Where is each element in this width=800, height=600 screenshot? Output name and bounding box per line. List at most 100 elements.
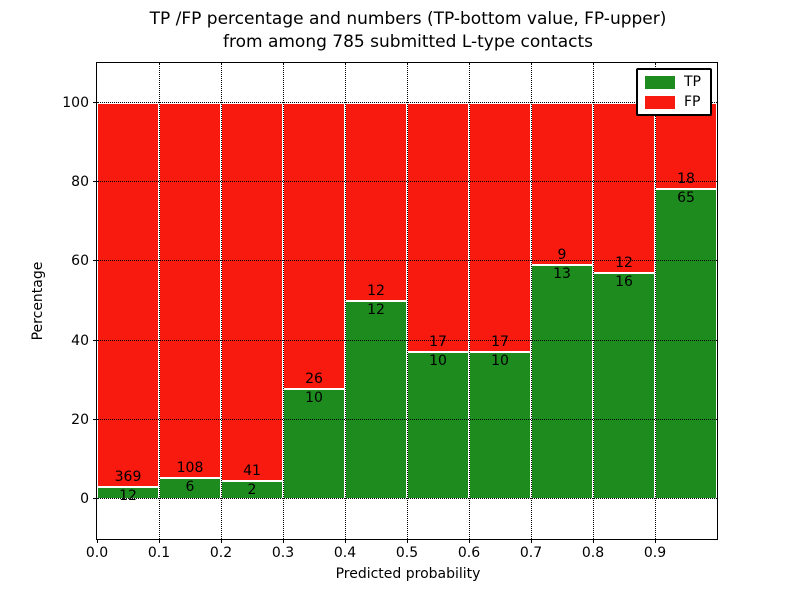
y-axis-label: Percentage [30,261,46,341]
tp-count-label: 6 [185,479,195,496]
legend-item-fp: FP [645,95,701,109]
tp-bar-segment [345,301,407,500]
y-tick-80 [93,181,97,182]
bar-bin-0.6: 17 10 [469,63,531,539]
fp-bar-segment [221,102,283,481]
tp-bar-segment [593,272,655,500]
legend-label-tp: TP [684,74,701,90]
x-tick-label-0.0: 0.0 [85,545,109,561]
tp-count-label: 13 [553,265,571,282]
fp-bar-segment [283,102,345,390]
tp-count-label: 10 [429,353,447,370]
x-tick-0.8 [593,539,594,543]
chart-title-line2: from among 785 submitted L-type contacts [222,31,593,52]
fp-bar-segment [407,102,469,353]
x-tick-label-0.2: 0.2 [209,545,233,561]
tp-count-label: 12 [119,487,137,504]
plot-area: TP FP 369 12 108 6 41 2 26 10 12 12 17 10 17 10 9 13 12 1… [62,62,718,560]
fp-bar-segment [159,102,221,479]
x-tick-0.1 [159,539,160,543]
y-tick-label-40: 40 [71,332,89,349]
x-tick-label-0.3: 0.3 [271,545,295,561]
fp-count-label: 17 [429,334,447,351]
x-tick-label-0.9: 0.9 [643,545,667,561]
bar-bin-0.4: 12 12 [345,63,407,539]
fp-count-label: 9 [557,246,567,263]
bar-bin-0.0: 369 12 [97,63,159,539]
fp-count-label: 12 [367,283,385,299]
tp-bar-segment [407,352,469,500]
fp-bar-segment [469,102,531,353]
x-gridline-0.7 [531,63,532,539]
legend: TP FP [636,68,712,116]
tp-count-label: 16 [615,273,633,290]
tp-count-label: 12 [367,302,385,318]
x-tick-0.7 [531,539,532,543]
x-gridline-0.3 [283,63,284,539]
tp-bar-segment [283,389,345,500]
x-axis-label: Predicted probability [335,566,481,582]
y-tick-0 [93,498,97,500]
x-gridline-0.1 [159,63,160,539]
fp-bar-segment [593,102,655,273]
bar-bin-0.8: 12 16 [593,63,655,539]
tp-count-label: 10 [305,390,323,407]
tp-bar-segment [469,352,531,500]
y-tick-label-100: 100 [62,94,89,111]
x-gridline-0.9 [655,63,656,539]
fp-bar-segment [97,102,159,487]
fp-count-label: 41 [243,462,261,479]
x-gridline-0.6 [469,63,470,539]
y-tick-40 [93,339,97,341]
x-tick-0.2 [221,539,222,543]
y-tick-100 [93,101,97,103]
tp-count-label: 65 [677,189,695,206]
bar-bin-0.2: 41 2 [221,63,283,539]
bar-bin-0.7: 9 13 [531,63,593,539]
y-tick-label-0: 0 [80,491,89,508]
x-tick-0.6 [469,539,470,543]
fp-bar-segment [531,102,593,265]
fp-count-label: 26 [305,371,323,388]
fp-count-label: 17 [491,334,509,351]
tp-count-label: 2 [247,481,257,498]
x-gridline-0.2 [221,63,222,539]
y-tick-60 [93,260,97,262]
x-tick-label-0.6: 0.6 [457,545,481,561]
fp-color-swatch [645,95,675,109]
x-tick-0.4 [345,539,346,543]
tp-bar-segment [531,264,593,500]
x-tick-0.9 [655,539,656,543]
y-tick-label-20: 20 [71,412,89,428]
y-tick-label-60: 60 [71,253,89,270]
tp-count-label: 10 [491,353,509,370]
bar-bin-0.5: 17 10 [407,63,469,539]
x-gridline-0.4 [345,63,346,539]
fp-bar-segment [345,102,407,301]
x-tick-0.0 [97,539,98,543]
fp-count-label: 12 [615,254,633,271]
x-tick-0.3 [283,539,284,543]
tp-bar-segment [655,188,717,500]
tp-color-swatch [645,75,675,89]
bar-bin-0.1: 108 6 [159,63,221,539]
x-tick-label-0.8: 0.8 [581,545,605,561]
y-tick-label-80: 80 [71,174,89,190]
bar-bin-0.3: 26 10 [283,63,345,539]
x-tick-label-0.4: 0.4 [333,545,357,561]
legend-item-tp: TP [645,75,701,89]
x-tick-label-0.7: 0.7 [519,545,543,561]
fp-count-label: 18 [677,170,695,187]
legend-label-fp: FP [684,94,701,110]
x-gridline-0.8 [593,63,594,539]
x-gridline-0.5 [407,63,408,539]
x-tick-label-0.5: 0.5 [395,545,419,561]
fp-count-label: 108 [176,460,204,477]
chart-title-line1: TP /FP percentage and numbers (TP-bottom… [149,9,667,29]
bar-bin-0.9: 18 65 [655,63,717,539]
fp-count-label: 369 [114,468,142,485]
chart-title: TP /FP percentage and numbers (TP-bottom… [96,8,720,54]
y-tick-20 [93,419,97,420]
x-tick-label-0.1: 0.1 [147,545,171,561]
